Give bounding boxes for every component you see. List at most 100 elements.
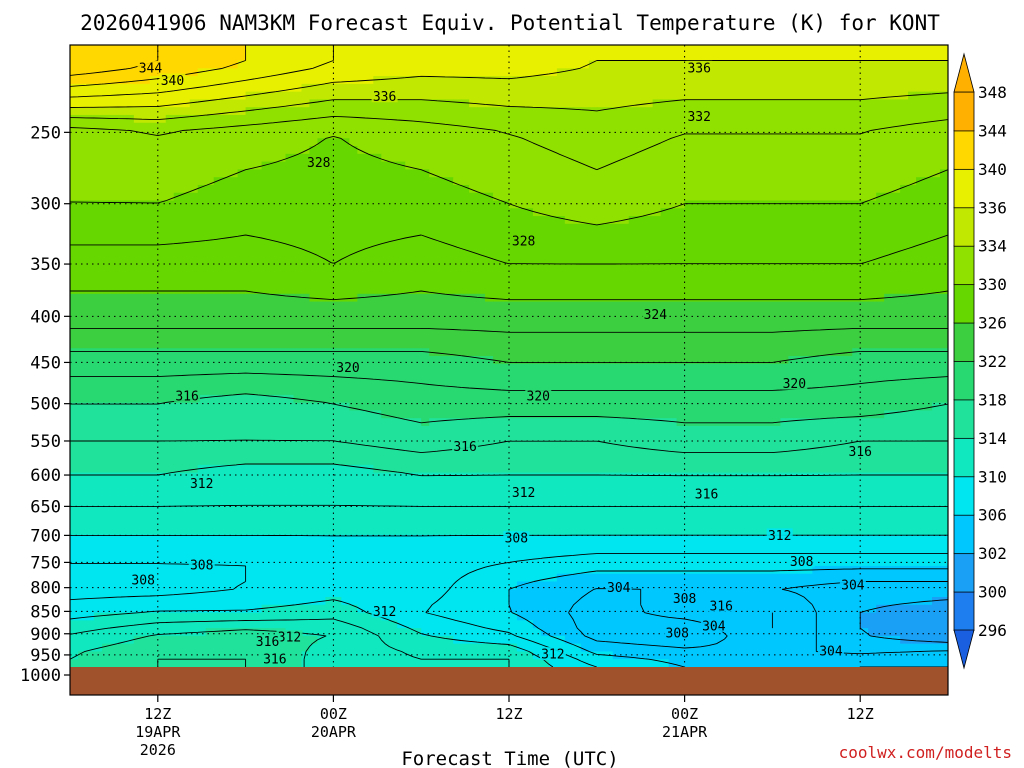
- contour-label: 320: [527, 389, 550, 404]
- y-tick-label: 500: [30, 395, 61, 415]
- colorbar-segment: [953, 591, 975, 631]
- contour-label: 312: [278, 631, 301, 646]
- colorbar-segment: [953, 245, 975, 286]
- credit-link[interactable]: coolwx.com/modelts: [839, 743, 1012, 762]
- contour-label-bg: [686, 60, 713, 74]
- colorbar-segment: [953, 130, 975, 170]
- colorbar-segment: [953, 322, 975, 362]
- x-tick-label: 00Z: [320, 705, 347, 723]
- contour-label-bg: [642, 307, 669, 321]
- contour-label: 304: [702, 619, 726, 634]
- contour-label: 308: [673, 592, 696, 607]
- contour-label: 312: [512, 486, 535, 501]
- y-axis: 250 300 350 400 450 500 550 600 650 700 750 800 850 9…: [20, 123, 70, 686]
- colorbar-label: 302: [978, 544, 1007, 563]
- contour-label: 312: [373, 605, 396, 620]
- contour-label-bg: [788, 554, 815, 568]
- contour-label-bg: [510, 485, 537, 499]
- colorbar-segment: [953, 206, 975, 247]
- x-tick-label: 20APR: [311, 723, 357, 741]
- colorbar-label: 300: [978, 583, 1007, 602]
- colorbar-segment: [953, 360, 975, 401]
- contour-label-bg: [276, 630, 303, 644]
- colorbar-label: 340: [978, 160, 1007, 179]
- contour-label-bg: [766, 528, 793, 542]
- y-tick-label: 400: [30, 307, 61, 327]
- contour-label: 328: [307, 156, 330, 171]
- colorbar-segment: [953, 168, 975, 209]
- y-tick-label: 850: [30, 602, 61, 622]
- contour-label: 308: [666, 626, 689, 641]
- colorbar-bottom-arrow: [953, 629, 975, 670]
- y-tick-label: 900: [30, 625, 61, 645]
- colorbar-label: 318: [978, 390, 1007, 409]
- y-tick-label: 650: [30, 497, 61, 517]
- contour-label-bg: [503, 531, 530, 545]
- y-tick-label: 1000: [20, 666, 61, 686]
- y-tick-label: 750: [30, 553, 61, 573]
- x-tick-label: 12Z: [847, 705, 874, 723]
- x-tick-label: 12Z: [144, 705, 171, 723]
- contour-label: 320: [336, 361, 359, 376]
- contour-label: 324: [644, 308, 668, 323]
- colorbar-label: 348: [978, 83, 1007, 102]
- contour-label: 316: [848, 445, 871, 460]
- colorbar-label: 310: [978, 467, 1007, 486]
- theta-e-fill: [70, 45, 948, 667]
- colorbar-label: 326: [978, 314, 1007, 333]
- contour-label: 312: [768, 529, 791, 544]
- contour-label-bg: [305, 155, 332, 169]
- colorbar: 296 300 302 306 310 314 318 322 326 330 334 336 340 3…: [953, 52, 1007, 670]
- contour-label-bg: [188, 557, 215, 571]
- contour-line-306: [508, 568, 948, 667]
- contour-label: 328: [512, 235, 535, 250]
- contour-label: 316: [709, 599, 732, 614]
- y-tick-label: 250: [30, 123, 61, 143]
- chart-title: 2026041906 NAM3KM Forecast Equiv. Potent…: [80, 11, 940, 35]
- contour-label: 304: [607, 581, 631, 596]
- contour-label-bg: [371, 604, 398, 618]
- contour-label-bg: [137, 60, 164, 74]
- colorbar-segment: [953, 399, 975, 439]
- contour-label: 308: [131, 574, 154, 589]
- x-tick-label: 21APR: [662, 723, 708, 741]
- contour-label-bg: [452, 439, 479, 453]
- contour-label: 320: [783, 377, 806, 392]
- colorbar-segment: [953, 283, 975, 324]
- colorbar-segment: [953, 437, 975, 478]
- contour-label-bg: [686, 109, 713, 123]
- contour-labels: 3443403363363323283283243203203203163163…: [130, 60, 874, 667]
- contour-label: 308: [190, 558, 213, 573]
- contour-line-302: [859, 599, 948, 643]
- y-tick-label: 350: [30, 255, 61, 275]
- y-tick-label: 700: [30, 526, 61, 546]
- plot-area: 3443403363363323283283243203203203163163…: [70, 45, 948, 667]
- contour-label-bg: [130, 573, 157, 587]
- contour-label-bg: [664, 625, 691, 639]
- colorbar-segment: [953, 91, 975, 132]
- contour-label-bg: [188, 476, 215, 490]
- x-tick-label: 2026: [140, 741, 176, 759]
- contour-label-bg: [605, 580, 632, 594]
- contour-label-bg: [847, 444, 874, 458]
- contour-line-338: [70, 45, 334, 98]
- colorbar-label: 344: [978, 121, 1007, 140]
- y-tick-label: 300: [30, 195, 61, 215]
- contour-label: 316: [256, 635, 279, 650]
- contour-label: 344: [139, 61, 163, 76]
- gridlines: [70, 45, 948, 667]
- contour-line-326: [70, 290, 948, 301]
- colorbar-segment: [953, 514, 975, 555]
- x-tick-label: 00Z: [671, 705, 698, 723]
- y-tick-label: 950: [30, 646, 61, 666]
- contour-label: 316: [695, 488, 718, 503]
- y-tick-label: 450: [30, 353, 61, 373]
- contour-line-336: [70, 60, 948, 108]
- colorbar-segment: [953, 552, 975, 593]
- colorbar-label: 322: [978, 352, 1007, 371]
- contour-label: 332: [687, 110, 710, 125]
- colorbar-label: 306: [978, 506, 1007, 525]
- contour-line-324: [70, 327, 948, 333]
- contour-label: 340: [161, 74, 184, 89]
- x-axis-title: Forecast Time (UTC): [401, 748, 618, 768]
